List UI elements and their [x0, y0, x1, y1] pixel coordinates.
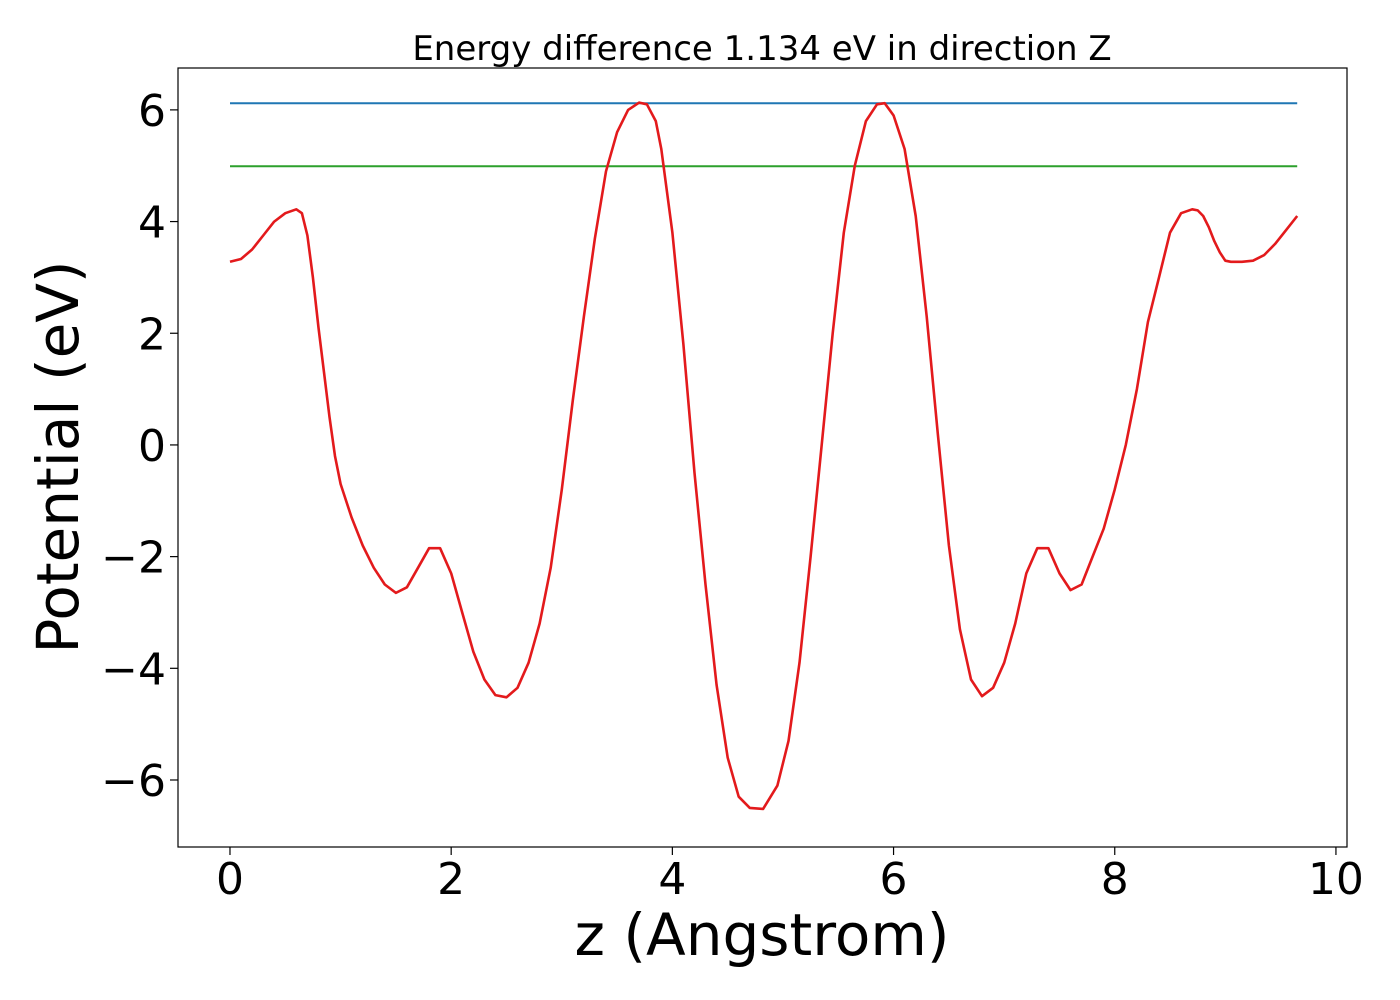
series-line-3	[229, 101, 1299, 811]
chart-title: Energy difference 1.134 eV in direction …	[412, 29, 1111, 69]
x-tick-label: 10	[1308, 854, 1364, 905]
y-tick-label: −2	[101, 533, 166, 584]
x-tick-label: 8	[1101, 854, 1129, 905]
x-tick-label: 2	[437, 854, 465, 905]
plot-area	[229, 101, 1299, 811]
y-axis: 6 4 2 0 −2 −4 −6	[101, 86, 178, 807]
y-tick-label: −4	[101, 644, 166, 695]
y-axis-label: Potential (eV)	[24, 260, 92, 653]
x-tick-label: 4	[658, 854, 686, 905]
y-tick-label: 6	[138, 86, 166, 137]
y-tick-label: 0	[138, 421, 166, 472]
plot-frame	[177, 67, 1348, 848]
x-axis: 0 2 4 6 8 10	[216, 847, 1364, 905]
x-tick-label: 6	[880, 854, 908, 905]
x-axis-label: z (Angstrom)	[575, 901, 950, 969]
y-tick-label: −6	[101, 756, 166, 807]
y-tick-label: 4	[138, 198, 166, 249]
y-tick-label: 2	[138, 309, 166, 360]
x-tick-label: 0	[216, 854, 244, 905]
